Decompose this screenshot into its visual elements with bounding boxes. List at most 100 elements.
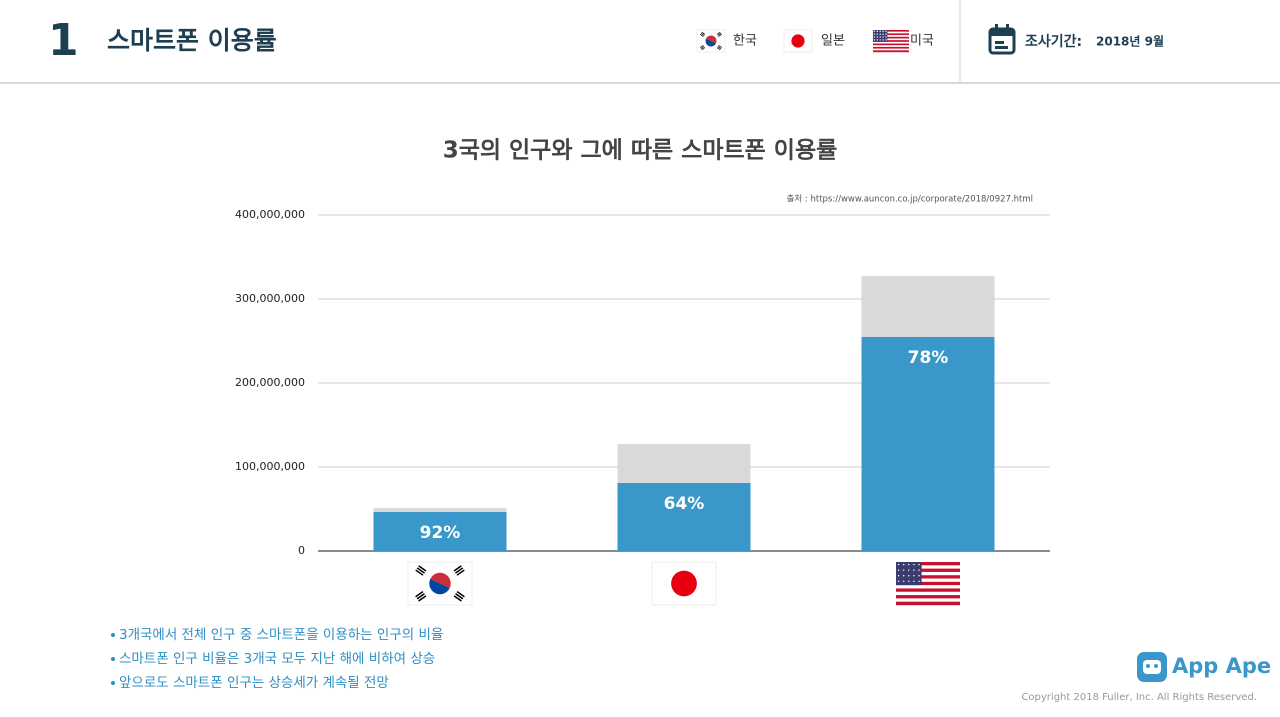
flag-star [897, 569, 900, 571]
flag [696, 29, 726, 53]
flag-star [873, 30, 876, 33]
rate-label: 64% [664, 494, 705, 514]
flag-trigram [700, 33, 704, 37]
flag-canton [896, 562, 922, 586]
calendar-icon [988, 24, 1016, 55]
flag-star [882, 36, 884, 38]
bar-segment [373, 507, 507, 513]
flag-trigram [718, 45, 723, 48]
flag-blue [429, 578, 450, 595]
flag-stripe [873, 38, 909, 41]
flag-star [876, 36, 879, 38]
period-label: 조사기간: [1025, 33, 1082, 50]
chart-title: 3국의 인구와 그에 따른 스마트폰 이용률 [443, 138, 838, 164]
flag-sun [791, 34, 805, 48]
note: 앞으로도 스마트폰 인구는 상승세가 계속될 전망 [119, 675, 389, 691]
note-bullet [111, 657, 115, 661]
y-tick-label: 400,000,000 [235, 208, 305, 221]
flag-red [706, 35, 717, 44]
flag-star [918, 569, 920, 571]
flag-trigram [455, 567, 464, 574]
flag-stripe [896, 591, 960, 596]
flag-red [430, 572, 451, 589]
chart-source: 출처 : https://www.auncon.co.jp/corporate/… [787, 194, 1033, 205]
flag-stripe [873, 30, 909, 32]
flag-stripe [896, 568, 960, 573]
note: 스마트폰 인구 비율은 3개국 모두 지난 해에 비하여 상승 [119, 651, 435, 667]
bar-segment [617, 443, 751, 483]
flag-star [913, 580, 915, 583]
y-tick-label: 300,000,000 [235, 292, 305, 305]
flag-trigram [717, 32, 722, 36]
flag-star [885, 39, 887, 41]
rate-label: 92% [420, 523, 461, 543]
header-title: 스마트폰 이용률 [107, 26, 277, 55]
section-number: 1 [48, 15, 79, 66]
flag-trigram [416, 593, 425, 600]
flag-stripe [896, 581, 960, 586]
note: 3개국에서 전체 인구 중 스마트폰을 이용하는 인구의 비율 [119, 627, 443, 643]
flag-trigram [418, 565, 427, 572]
flag-star [879, 33, 881, 35]
flag-star [876, 30, 879, 33]
flag-stripe [873, 35, 909, 37]
flag [651, 561, 717, 606]
flag-stripe [896, 601, 960, 606]
flag-trigram [415, 591, 424, 598]
flag-star [908, 569, 910, 571]
flag-star [918, 575, 920, 577]
flag-trigram [716, 31, 721, 35]
y-tick-label: 0 [298, 544, 305, 557]
flag [896, 562, 960, 606]
flag-trigram [699, 45, 704, 48]
flag-star [897, 575, 900, 577]
flag-star [885, 33, 887, 35]
legend-label: 일본 [821, 34, 845, 49]
period: 2018년 9월 [1096, 34, 1164, 49]
flag-star [879, 39, 881, 41]
bar-segment [373, 512, 507, 551]
flag-star [908, 563, 910, 566]
flag-star [873, 36, 876, 38]
bar-segment [861, 336, 995, 551]
flag-stripe [896, 571, 960, 576]
flag-trigram [716, 47, 721, 51]
flag-star [913, 575, 915, 577]
copyright: Copyright 2018 Fuller, Inc. All Rights R… [1021, 692, 1257, 703]
flag-star [902, 569, 905, 571]
flag-trigram [453, 565, 462, 572]
brand-name: App Ape [1172, 654, 1271, 678]
y-tick-label: 100,000,000 [235, 460, 305, 473]
legend-label: 미국 [910, 34, 934, 49]
flag-star [876, 33, 879, 35]
flag-stripe [873, 45, 909, 48]
flag-trigram [456, 591, 465, 598]
bar-segment [617, 482, 751, 551]
y-tick-label: 200,000,000 [235, 376, 305, 389]
note-bullet [111, 681, 115, 685]
flag-sun [671, 570, 697, 597]
flag-star [885, 36, 887, 38]
flag-canton [873, 30, 888, 42]
header-bg [0, 0, 1280, 83]
flag [407, 561, 473, 606]
flag-stripe [896, 598, 960, 602]
flag-star [908, 580, 910, 583]
flag-stripe [873, 40, 909, 43]
flag-star [913, 569, 915, 571]
note-bullet [111, 633, 115, 637]
flag-star [897, 580, 900, 583]
flag-stripe [873, 41, 909, 44]
flag [873, 30, 909, 53]
flag-star [873, 39, 876, 41]
flag-trigram [717, 46, 722, 49]
flag-star [882, 39, 884, 41]
flag-star [885, 30, 887, 33]
flag-star [879, 36, 881, 38]
flag-star [913, 563, 915, 566]
flag-star [879, 30, 881, 33]
brand-logo [1137, 652, 1167, 682]
flag-star [918, 580, 920, 583]
flag-star [873, 33, 876, 35]
